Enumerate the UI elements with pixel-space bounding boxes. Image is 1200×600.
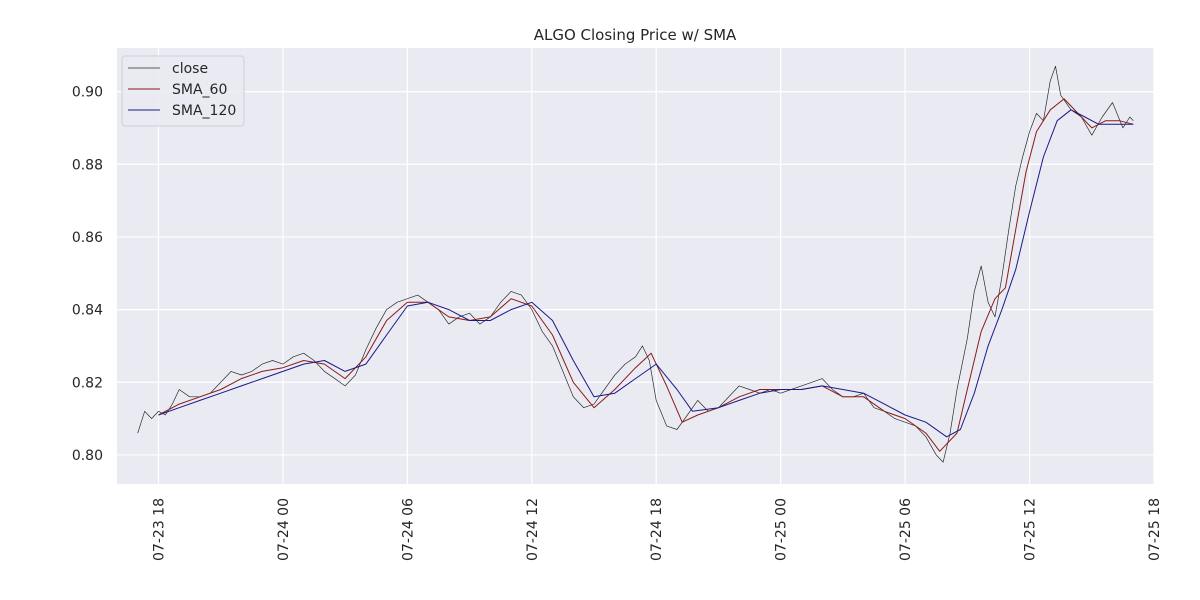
- series-line-sma-60: [158, 98, 1134, 452]
- y-tick-label: 0.80: [72, 448, 103, 464]
- y-tick-label: 0.84: [72, 303, 103, 319]
- y-tick-label: 0.90: [72, 85, 103, 101]
- legend-label-close: close: [172, 61, 208, 77]
- x-tick-label: 07-25 00: [774, 498, 790, 561]
- x-tick-label: 07-24 00: [276, 498, 292, 561]
- plot-area: [117, 48, 1154, 484]
- chart-title: ALGO Closing Price w/ SMA: [534, 26, 737, 44]
- gridlines: [117, 48, 1155, 484]
- y-tick-label: 0.88: [72, 157, 103, 173]
- legend-label-sma-120: SMA_120: [172, 103, 236, 119]
- x-tick-label: 07-25 12: [1023, 498, 1039, 561]
- series-line-sma-120: [158, 109, 1134, 438]
- x-tick-label: 07-24 12: [525, 498, 541, 561]
- series-lines: [137, 65, 1134, 463]
- y-tick-label: 0.82: [72, 375, 103, 391]
- x-tick-label: 07-24 18: [649, 498, 665, 561]
- x-axis: 07-23 18 07-24 00 07-24 06 07-24 12 07-24 18…: [151, 498, 1163, 561]
- x-tick-label: 07-25 06: [898, 498, 914, 561]
- x-tick-label: 07-23 18: [151, 498, 167, 561]
- y-tick-label: 0.86: [72, 230, 103, 246]
- y-axis: 0.80 0.82 0.84 0.86 0.88 0.90: [72, 85, 103, 464]
- legend-label-sma-60: SMA_60: [172, 82, 227, 98]
- x-tick-label: 07-25 18: [1147, 498, 1163, 561]
- legend-box: [121, 55, 245, 127]
- series-line-close: [137, 65, 1134, 463]
- x-tick-label: 07-24 06: [400, 498, 416, 561]
- legend: close SMA_60 SMA_120: [121, 55, 245, 127]
